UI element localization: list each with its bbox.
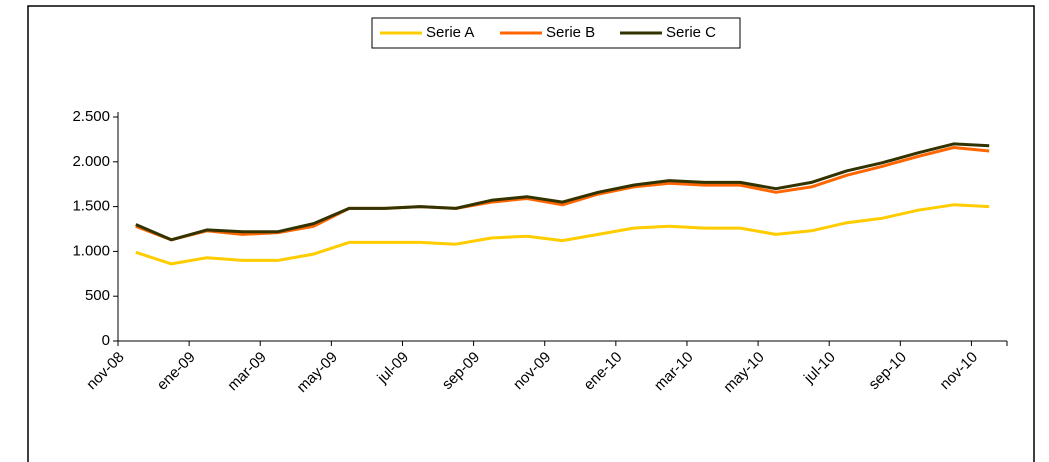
legend-label: Serie A xyxy=(426,24,474,41)
x-tick-label: nov-08 xyxy=(83,349,127,393)
y-tick-label: 1.000 xyxy=(72,242,110,259)
x-tick-label: ene-10 xyxy=(580,349,625,394)
x-tick-label: mar-09 xyxy=(224,349,270,395)
x-tick-label: ene-09 xyxy=(154,349,199,394)
x-tick-label: jul-10 xyxy=(800,349,839,388)
y-tick-label: 500 xyxy=(85,287,110,304)
x-tick-label: may-09 xyxy=(294,349,341,396)
legend-label: Serie C xyxy=(666,24,716,41)
legend-box xyxy=(371,17,741,49)
x-tick-label: nov-09 xyxy=(510,349,554,393)
series-line xyxy=(135,146,990,242)
x-tick-label: nov-10 xyxy=(937,349,981,393)
y-tick-label: 1.500 xyxy=(72,198,110,215)
x-tick-label: mar-10 xyxy=(651,349,697,395)
y-tick-label: 2.500 xyxy=(72,108,110,125)
x-tick-label: sep-09 xyxy=(439,349,483,393)
x-tick-label: jul-09 xyxy=(373,349,412,388)
legend-label: Serie B xyxy=(546,24,595,41)
y-tick-label: 0 xyxy=(102,332,110,349)
x-tick-label: sep-10 xyxy=(865,349,909,393)
series-line xyxy=(135,203,990,266)
chart-frame xyxy=(27,5,1035,462)
series-line xyxy=(135,142,990,242)
y-tick-label: 2.000 xyxy=(72,153,110,170)
x-tick-label: may-10 xyxy=(720,349,767,396)
